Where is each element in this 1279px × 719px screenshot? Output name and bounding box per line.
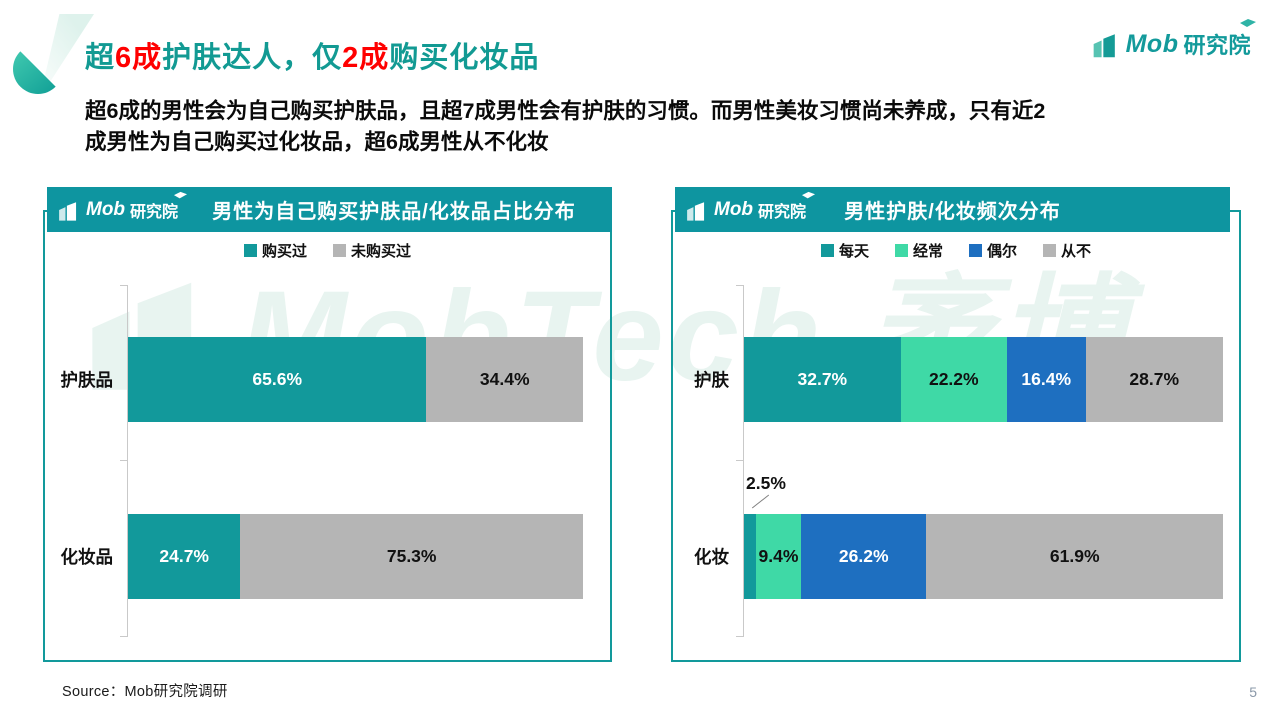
legend-label: 每天 — [838, 243, 869, 260]
logo-text-cn: 研究院 — [758, 203, 807, 221]
bar-segment-偶尔: 26.2% — [800, 514, 927, 599]
legend-swatch — [894, 244, 908, 257]
axis-tick — [120, 636, 127, 637]
bar-segment-每天: 32.7% — [744, 337, 901, 422]
building-icon — [687, 201, 705, 221]
bar-segment-经常: 9.4% — [755, 514, 801, 599]
callout-label: 2.5% — [746, 473, 786, 493]
title-segment: 超 — [85, 42, 116, 74]
axis-tick — [736, 460, 743, 461]
subtitle-line-2: 成男性为自己购买过化妆品，超6成男性从不化妆 — [85, 130, 549, 154]
chart-banner: Mob 研究院 男性护肤/化妆频次分布 — [675, 187, 1230, 232]
legend-label: 偶尔 — [987, 243, 1018, 260]
title-segment: 2成 — [342, 42, 390, 74]
grad-cap-icon — [174, 191, 188, 198]
chart-title: 男性护肤/化妆频次分布 — [844, 201, 1061, 223]
title-segment: 6成 — [115, 42, 163, 74]
bar-row-化妆: 2.5% 9.4% 26.2% 61.9% — [744, 473, 1223, 599]
bar-segment-每天 — [744, 514, 756, 599]
page-title: 超6成护肤达人，仅2成购买化妆品 — [85, 34, 539, 76]
category-label-护肤: 护肤 — [694, 370, 729, 390]
legend-swatch — [1043, 244, 1057, 257]
logo-text-mob: Mob — [86, 198, 126, 220]
building-icon — [59, 201, 77, 221]
brand-logo-small: Mob 研究院 — [57, 191, 188, 222]
legend-swatch — [333, 244, 346, 257]
logo-text-mob: Mob — [714, 198, 754, 220]
building-icon — [1093, 34, 1115, 58]
legend-swatch — [243, 244, 257, 257]
bar-segment-购买过: 65.6% — [128, 337, 427, 422]
bar-row-护肤品: 65.6% 34.4% — [128, 337, 583, 422]
legend-item-从不: 从不 — [1043, 240, 1091, 261]
logo-text-cn: 研究院 — [130, 203, 179, 221]
brand-logo: Mob 研究院 — [1091, 19, 1256, 60]
bar-segment-偶尔: 16.4% — [1006, 337, 1086, 422]
grad-cap-icon — [802, 191, 816, 198]
chart-panel-purchase-share: Mob 研究院 男性为自己购买护肤品/化妆品占比分布 购买过 未购买过 护肤品 65… — [43, 187, 612, 662]
bar-row-化妆品: 24.7% 75.3% — [128, 514, 583, 599]
chart-title: 男性为自己购买护肤品/化妆品占比分布 — [212, 201, 576, 223]
title-segment: 护肤达人，仅 — [162, 42, 343, 74]
chart-legend: 每天 经常 偶尔 从不 — [671, 240, 1241, 261]
legend-item-偶尔: 偶尔 — [969, 240, 1017, 261]
brand-logo-small: Mob 研究院 — [685, 191, 816, 222]
legend-item-购买过: 购买过 — [243, 240, 307, 261]
subtitle-line-1: 超6成的男性会为自己购买护肤品，且超7成男性会有护肤的习惯。而男性美妆习惯尚未养… — [85, 99, 1046, 123]
legend-label: 购买过 — [261, 243, 307, 260]
bar-segment-购买过: 24.7% — [128, 514, 241, 599]
axis-tick — [736, 285, 743, 286]
axis-tick — [120, 460, 127, 461]
page-number: 5 — [1249, 684, 1257, 700]
bar-segment-未购买过: 75.3% — [240, 514, 583, 599]
legend-label: 未购买过 — [351, 243, 412, 260]
bar-segment-经常: 22.2% — [900, 337, 1007, 422]
category-label-化妆: 化妆 — [694, 547, 729, 567]
legend-swatch — [820, 244, 834, 257]
bar-segment-从不: 28.7% — [1085, 337, 1223, 422]
grad-cap-icon — [1240, 19, 1256, 27]
category-label-护肤品: 护肤品 — [60, 370, 114, 390]
bar-segment-从不: 61.9% — [926, 514, 1223, 599]
axis-line — [127, 285, 128, 637]
axis-line — [743, 285, 744, 637]
page-subtitle: 超6成的男性会为自己购买护肤品，且超7成男性会有护肤的习惯。而男性美妆习惯尚未养… — [85, 96, 1045, 158]
bar-row-护肤: 32.7% 22.2% 16.4% 28.7% — [744, 337, 1223, 422]
category-label-化妆品: 化妆品 — [60, 547, 114, 567]
legend-item-每天: 每天 — [820, 240, 869, 261]
legend-item-未购买过: 未购买过 — [333, 240, 411, 261]
logo-text-mob: Mob — [1125, 29, 1179, 58]
axis-tick — [120, 285, 127, 286]
title-segment: 购买化妆品 — [389, 42, 540, 74]
chart-banner: Mob 研究院 男性为自己购买护肤品/化妆品占比分布 — [47, 187, 612, 232]
chart-legend: 购买过 未购买过 — [43, 240, 612, 261]
legend-item-经常: 经常 — [894, 240, 943, 261]
bar-segment-未购买过: 34.4% — [426, 337, 583, 422]
legend-label: 经常 — [912, 243, 943, 260]
axis-tick — [736, 636, 743, 637]
logo-text-cn: 研究院 — [1183, 19, 1256, 60]
source-note: Source：Mob研究院调研 — [62, 684, 228, 700]
chart-panel-frequency: Mob 研究院 男性护肤/化妆频次分布 每天 经常 偶尔 从不 护肤 32.7% 22.2… — [671, 187, 1241, 662]
legend-label: 从不 — [1061, 243, 1092, 260]
legend-swatch — [969, 244, 982, 257]
